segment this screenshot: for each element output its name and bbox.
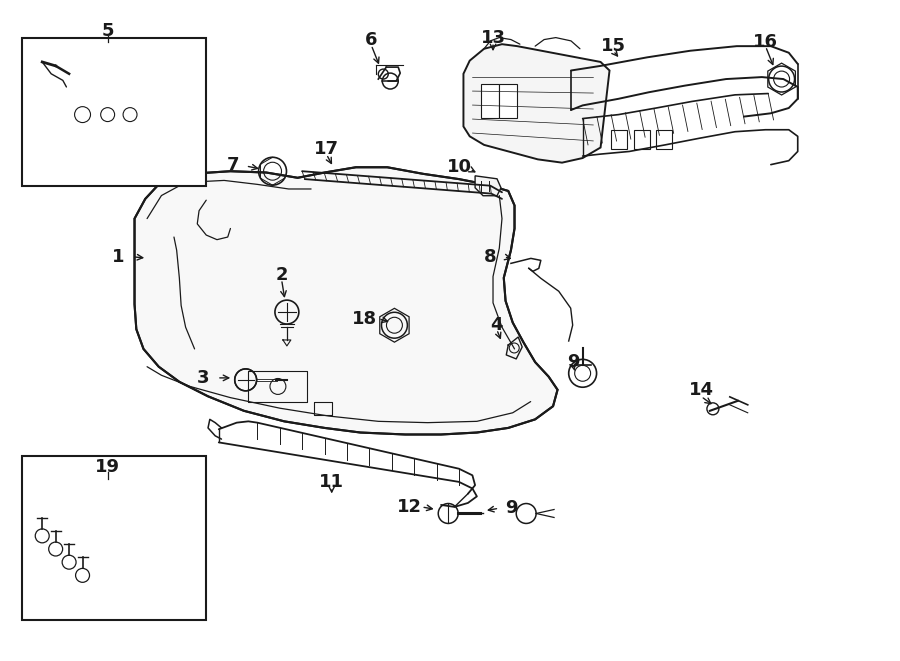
Polygon shape [76,474,170,510]
Bar [22,38,206,186]
Polygon shape [51,86,161,139]
Text: 9: 9 [505,499,518,517]
Text: 16: 16 [753,33,778,51]
Polygon shape [611,130,627,149]
Polygon shape [134,167,557,434]
Text: 2: 2 [275,266,288,284]
Polygon shape [482,84,500,118]
Text: 4: 4 [491,316,503,334]
Polygon shape [500,84,518,118]
Text: 7: 7 [227,155,239,174]
Text: 14: 14 [688,381,714,399]
Text: 11: 11 [320,473,344,491]
Text: 3: 3 [197,369,210,387]
Polygon shape [634,130,650,149]
Text: 5: 5 [102,22,114,40]
Text: 10: 10 [446,158,472,176]
Text: 19: 19 [95,459,120,477]
Polygon shape [464,44,609,163]
Text: 9: 9 [567,353,580,371]
Text: 12: 12 [397,498,422,516]
Text: 17: 17 [314,141,338,159]
Text: 8: 8 [484,248,497,266]
Bar [22,455,206,620]
Text: 18: 18 [352,309,377,328]
Text: 13: 13 [481,28,506,46]
Text: 1: 1 [112,248,124,266]
Text: 6: 6 [364,30,377,48]
Polygon shape [475,176,501,196]
Polygon shape [656,130,672,149]
Text: 15: 15 [600,37,626,55]
